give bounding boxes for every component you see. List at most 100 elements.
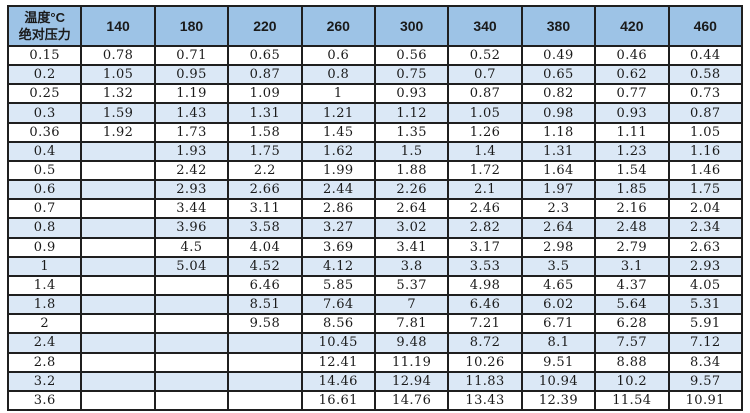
table-cell: 3.96 <box>153 217 230 239</box>
row-header-pressure: 1.8 <box>6 294 83 316</box>
table-cell: 1.72 <box>447 159 523 182</box>
table-cell: 1.35 <box>373 121 450 143</box>
row-header-pressure: 0.7 <box>6 198 83 220</box>
table-cell: 1.88 <box>373 159 450 182</box>
table-cell: 0.56 <box>373 44 450 67</box>
table-cell: 4.98 <box>447 274 523 297</box>
table-row: 2 9.58 8.56 7.81 7.21 6.71 6.28 5.91 <box>6 313 744 335</box>
table-cell: 3.58 <box>227 217 303 239</box>
table-cell: 0.82 <box>520 83 597 105</box>
table-cell: 9.57 <box>667 370 744 392</box>
table-cell: 1.21 <box>300 102 376 124</box>
pressure-temperature-table-wrap: 温度°C 绝对压力 140 180 220 260 300 340 380 420 460 0.… <box>6 5 744 412</box>
row-header-pressure: 0.6 <box>6 179 83 201</box>
table-row: 0.8 3.96 3.58 3.27 3.02 2.82 2.64 2.48 2.34 <box>6 217 744 239</box>
column-header: 300 <box>373 5 450 47</box>
table-cell: 3.11 <box>227 198 303 220</box>
column-header: 380 <box>520 5 597 47</box>
table-row: 0.2 1.05 0.95 0.87 0.8 0.75 0.7 0.65 0.62 0.58 <box>6 64 744 86</box>
table-cell: 0.46 <box>594 44 670 67</box>
table-cell: 1 <box>300 83 376 105</box>
table-cell: 16.61 <box>300 389 376 412</box>
table-cell <box>153 332 230 354</box>
table-cell: 5.37 <box>373 274 450 297</box>
row-header-pressure: 0.2 <box>6 64 83 86</box>
table-cell: 1.92 <box>80 121 156 143</box>
row-header-pressure: 0.4 <box>6 140 83 162</box>
table-cell: 0.65 <box>520 64 597 86</box>
table-row: 0.3 1.59 1.43 1.31 1.21 1.12 1.05 0.98 0.93 0.87 <box>6 102 744 124</box>
table-cell: 2.48 <box>594 217 670 239</box>
row-header-pressure: 2.8 <box>6 351 83 373</box>
table-cell: 1.43 <box>153 102 230 124</box>
column-header: 260 <box>300 5 376 47</box>
table-cell: 0.77 <box>594 83 670 105</box>
table-cell: 8.34 <box>667 351 744 373</box>
table-cell <box>80 179 156 201</box>
table-cell: 2.79 <box>594 236 670 258</box>
table-cell: 5.85 <box>300 274 376 297</box>
table-cell: 8.1 <box>520 332 597 354</box>
table-cell: 3.02 <box>373 217 450 239</box>
table-cell <box>153 313 230 335</box>
table-row: 1.4 6.46 5.85 5.37 4.98 4.65 4.37 4.05 <box>6 274 744 297</box>
table-cell: 1.93 <box>153 140 230 162</box>
table-cell: 1.62 <box>300 140 376 162</box>
table-cell: 2.86 <box>300 198 376 220</box>
table-cell: 0.49 <box>520 44 597 67</box>
table-cell: 7 <box>373 294 450 316</box>
table-cell: 11.54 <box>594 389 670 412</box>
table-cell: 6.02 <box>520 294 597 316</box>
table-cell: 1.5 <box>373 140 450 162</box>
table-cell: 0.78 <box>80 44 156 67</box>
table-cell: 0.98 <box>520 102 597 124</box>
table-cell: 7.21 <box>447 313 523 335</box>
table-cell: 1.58 <box>227 121 303 143</box>
table-cell: 5.31 <box>667 294 744 316</box>
table-cell: 10.2 <box>594 370 670 392</box>
table-cell <box>80 351 156 373</box>
table-cell: 2.42 <box>153 159 230 182</box>
table-cell: 11.83 <box>447 370 523 392</box>
table-cell: 4.65 <box>520 274 597 297</box>
table-cell: 2.93 <box>667 255 744 277</box>
table-cell: 1.85 <box>594 179 670 201</box>
table-cell: 5.04 <box>153 255 230 277</box>
table-cell: 13.43 <box>447 389 523 412</box>
table-cell: 1.99 <box>300 159 376 182</box>
table-cell: 8.56 <box>300 313 376 335</box>
table-cell: 2.1 <box>447 179 523 201</box>
row-header-pressure: 0.36 <box>6 121 83 143</box>
table-cell: 1.11 <box>594 121 670 143</box>
table-cell: 1.23 <box>594 140 670 162</box>
row-header-pressure: 0.5 <box>6 159 83 182</box>
table-cell <box>80 274 156 297</box>
table-cell: 0.7 <box>447 64 523 86</box>
table-cell <box>80 140 156 162</box>
table-cell: 3.44 <box>153 198 230 220</box>
table-cell: 2.2 <box>227 159 303 182</box>
table-cell: 0.93 <box>373 83 450 105</box>
table-cell: 3.5 <box>520 255 597 277</box>
table-cell: 0.52 <box>447 44 523 67</box>
table-cell: 3.53 <box>447 255 523 277</box>
table-header: 温度°C 绝对压力 140 180 220 260 300 340 380 420 460 <box>6 5 744 47</box>
table-cell: 1.97 <box>520 179 597 201</box>
table-row: 0.25 1.32 1.19 1.09 1 0.93 0.87 0.82 0.77 0.73 <box>6 83 744 105</box>
row-header-pressure: 0.9 <box>6 236 83 258</box>
table-row: 3.2 14.46 12.94 11.83 10.94 10.2 9.57 <box>6 370 744 392</box>
table-cell <box>80 294 156 316</box>
pressure-temperature-table: 温度°C 绝对压力 140 180 220 260 300 340 380 420 460 0.… <box>6 5 744 412</box>
table-cell <box>80 159 156 182</box>
table-row: 2.4 10.45 9.48 8.72 8.1 7.57 7.12 <box>6 332 744 354</box>
row-header-pressure: 2 <box>6 313 83 335</box>
table-cell: 3.27 <box>300 217 376 239</box>
row-header-pressure: 0.15 <box>6 44 83 67</box>
table-cell: 1.64 <box>520 159 597 182</box>
table-cell <box>80 332 156 354</box>
table-cell <box>227 370 303 392</box>
table-cell: 2.04 <box>667 198 744 220</box>
row-header-pressure: 2.4 <box>6 332 83 354</box>
table-cell: 1.31 <box>520 140 597 162</box>
table-cell <box>153 370 230 392</box>
